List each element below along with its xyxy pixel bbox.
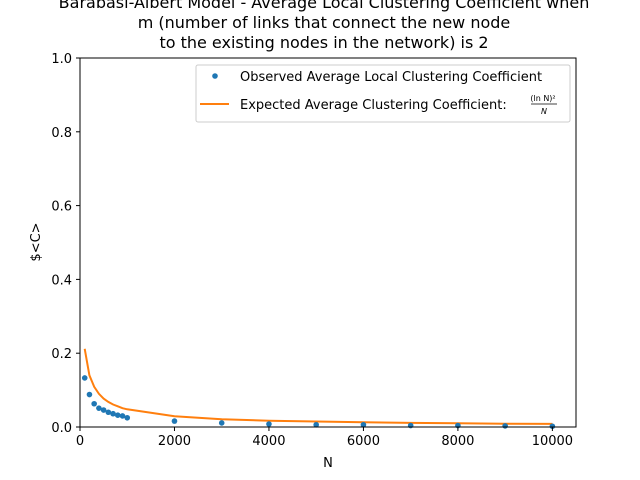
observed-point (114, 412, 121, 418)
x-axis-ticks: 0 2000 4000 6000 8000 10000 (76, 427, 573, 449)
legend-label-observed: Observed Average Local Clustering Coeffi… (240, 70, 542, 85)
x-tick-label: 0 (76, 434, 84, 449)
observed-point (218, 420, 225, 426)
y-tick-label: 0.0 (51, 421, 72, 436)
observed-point (124, 414, 131, 421)
observed-point (360, 421, 367, 428)
y-tick-label: 0.6 (51, 200, 72, 215)
y-tick-label: 1.0 (51, 52, 72, 67)
y-tick-label: 0.2 (51, 347, 72, 362)
x-tick-label: 10000 (532, 434, 573, 449)
legend-formula-numerator: (ln N)² (530, 94, 555, 103)
chart-title: Barabasi-Albert Model - Average Local Cl… (59, 0, 590, 52)
chart-title-line-2: m (number of links that connect the new … (138, 13, 511, 32)
y-axis-label: $<C> (29, 222, 44, 261)
x-axis-label: N (323, 456, 333, 471)
legend-box (195, 64, 571, 123)
x-tick-label: 6000 (347, 434, 380, 449)
observed-point (110, 410, 116, 417)
observed-point (502, 423, 508, 429)
observed-point (91, 400, 97, 407)
observed-point (171, 418, 178, 424)
y-tick-label: 0.8 (51, 126, 72, 141)
observed-series-markers-group (81, 375, 556, 430)
observed-point (119, 413, 126, 419)
observed-point (313, 421, 319, 428)
x-tick-label: 2000 (158, 434, 191, 449)
observed-point (105, 409, 112, 416)
plot-frame (79, 57, 577, 428)
observed-point (100, 407, 107, 413)
y-tick-label: 0.4 (51, 273, 72, 288)
legend-label-expected: Expected Average Clustering Coefficient: (240, 98, 507, 113)
x-tick-label: 4000 (252, 434, 285, 449)
observed-point (86, 391, 93, 398)
observed-point (96, 405, 102, 411)
observed-point (549, 423, 556, 430)
legend-formula-denominator: N (541, 107, 547, 116)
legend-marker-observed (212, 73, 218, 79)
observed-point (266, 421, 272, 427)
observed-point (81, 375, 88, 381)
y-axis-ticks: 0.0 0.2 0.4 0.6 0.8 1.0 (51, 52, 80, 436)
chart-title-line-3: to the existing nodes in the network) is… (159, 33, 488, 52)
chart-title-line-1: Barabasi-Albert Model - Average Local Cl… (59, 0, 590, 12)
x-tick-label: 8000 (441, 434, 474, 449)
legend: Observed Average Local Clustering Coeffi… (195, 64, 571, 123)
